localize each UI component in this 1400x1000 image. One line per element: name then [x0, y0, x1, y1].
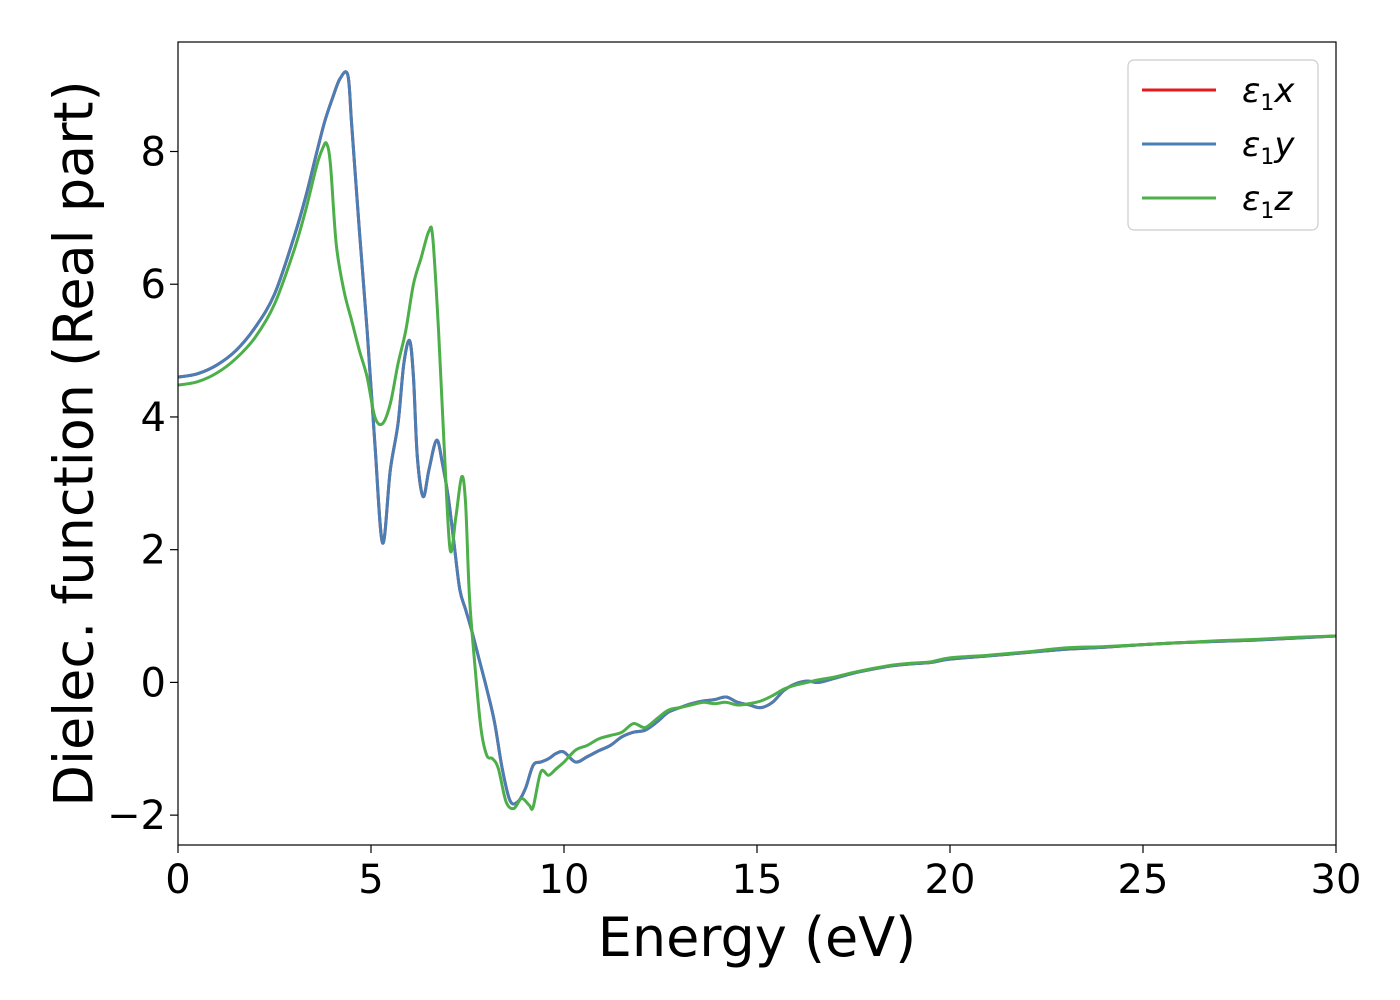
legend-box [1127, 59, 1319, 231]
legend-subscript: 1 [1260, 145, 1274, 170]
y-tick-label: 6 [141, 262, 166, 308]
y-axis-label: Dielec. function (Real part) [43, 80, 106, 806]
legend-item-x: ε1x [1142, 71, 1295, 116]
y-tick-label: 8 [141, 130, 166, 176]
y-axis-ticks: −2 0 2 4 6 8 [107, 130, 178, 839]
y-tick-label: 2 [141, 528, 166, 574]
series-layer [178, 70, 1336, 811]
legend-component: z [1273, 179, 1293, 219]
legend-subscript: 1 [1260, 199, 1274, 224]
x-tick-label: 20 [925, 857, 976, 903]
x-tick-label: 25 [1118, 857, 1169, 903]
legend-label: ε1z [1242, 179, 1293, 224]
legend-item-z: ε1z [1142, 179, 1293, 224]
legend-symbol: ε [1242, 125, 1260, 165]
x-axis-label: Energy (eV) [598, 906, 917, 969]
legend-symbol: ε [1242, 179, 1260, 219]
x-tick-label: 15 [732, 857, 783, 903]
series-line-z [178, 141, 1336, 811]
legend-component: x [1273, 71, 1295, 111]
legend-label: ε1x [1242, 71, 1295, 116]
x-tick-label: 30 [1311, 857, 1362, 903]
legend-item-y: ε1y [1142, 125, 1295, 170]
x-axis-ticks: 0 5 10 15 20 25 30 [165, 845, 1361, 903]
x-tick-label: 0 [165, 857, 190, 903]
x-tick-label: 10 [539, 857, 590, 903]
legend-label: ε1y [1242, 125, 1295, 170]
x-tick-label: 5 [358, 857, 383, 903]
legend-subscript: 1 [1260, 91, 1274, 116]
y-tick-label: 4 [141, 395, 166, 441]
y-tick-label: 0 [141, 660, 166, 706]
legend-symbol: ε [1242, 71, 1260, 111]
legend-component: y [1273, 125, 1295, 165]
y-tick-label: −2 [107, 793, 166, 839]
